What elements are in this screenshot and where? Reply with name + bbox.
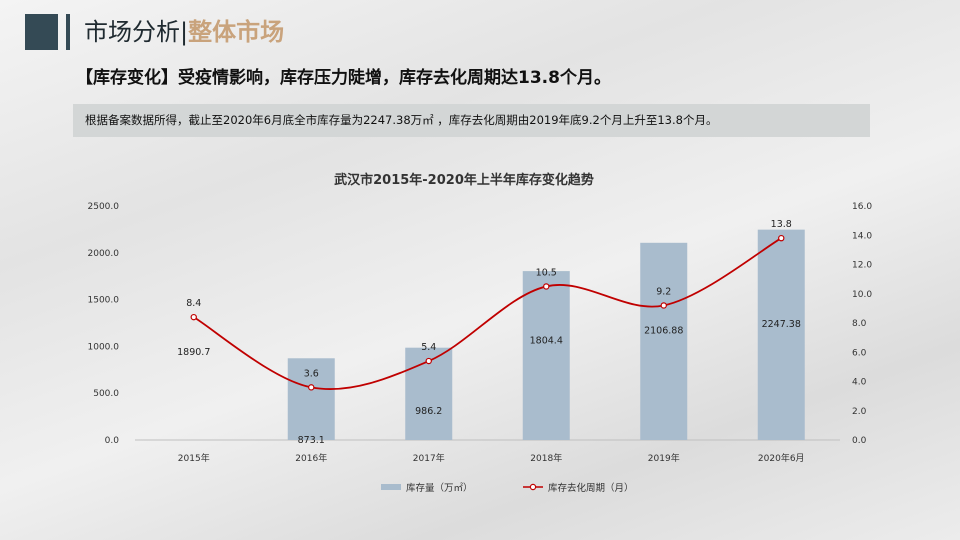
right-axis-ticks: 0.0 2.0 4.0 6.0 8.0 10.0 12.0 14.0 16.0: [852, 202, 872, 446]
legend-line-label: 库存去化周期（月）: [548, 482, 634, 494]
right-tick-label: 6.0: [852, 348, 867, 358]
left-tick-label: 1500.0: [88, 296, 120, 306]
bar-4: [640, 242, 688, 440]
legend-line-marker: [529, 483, 537, 491]
x-tick-label: 2016年: [295, 452, 327, 464]
legend-bar-swatch: [381, 484, 401, 490]
left-tick-label: 0.0: [105, 436, 120, 446]
line-value-label: 10.5: [536, 267, 557, 278]
right-tick-label: 0.0: [852, 436, 867, 446]
x-tick-label: 2017年: [413, 452, 445, 464]
line-series: [190, 234, 785, 391]
page-title: 市场分析|整体市场: [84, 14, 284, 50]
legend: 库存量（万㎡） 库存去化周期（月）: [381, 482, 634, 494]
right-tick-label: 4.0: [852, 378, 867, 388]
right-tick-label: 2.0: [852, 407, 867, 417]
line-value-label: 8.4: [186, 298, 201, 309]
header-accent-bar: [66, 14, 70, 50]
line-point: [425, 357, 432, 365]
right-tick-label: 8.0: [852, 319, 867, 329]
bar-value-label: 2106.88: [644, 325, 683, 336]
line-point: [190, 313, 197, 321]
line-value-label: 13.8: [771, 219, 792, 230]
bar-value-label: 2247.38: [762, 319, 801, 330]
right-tick-label: 10.0: [852, 290, 872, 300]
x-tick-label: 2018年: [530, 452, 562, 464]
legend-bar-label: 库存量（万㎡）: [406, 482, 473, 494]
left-tick-label: 500.0: [93, 389, 119, 399]
line-path: [193, 237, 782, 391]
bar-value-label: 986.2: [415, 406, 442, 417]
title-highlight: 整体市场: [188, 18, 285, 46]
bar-1: [287, 358, 335, 440]
left-tick-label: 1000.0: [88, 342, 120, 352]
bar-value-label: 1890.7: [177, 347, 210, 358]
bar-5: [757, 229, 805, 440]
header-accent-block: [25, 14, 58, 50]
right-tick-label: 16.0: [852, 202, 872, 212]
summary-note: 根据备案数据所得，截止至2020年6月底全市库存量为2247.38万㎡ ，库存去…: [73, 104, 870, 137]
x-tick-label: 2015年: [178, 452, 210, 464]
headline: 【库存变化】受疫情影响，库存压力陡增，库存去化周期达13.8个月。: [76, 68, 611, 88]
right-tick-label: 14.0: [852, 231, 872, 241]
line-point: [660, 302, 667, 309]
line-point: [543, 283, 550, 290]
line-value-label: 9.2: [656, 286, 671, 297]
line-data-labels: 8.4 3.6 5.4 10.5 9.2 13.8: [186, 219, 792, 379]
bar-value-label: 1804.4: [530, 336, 563, 347]
right-tick-label: 12.0: [852, 261, 872, 271]
bar-value-label: 873.1: [298, 435, 325, 446]
line-point: [778, 234, 785, 242]
title-separator: |: [180, 18, 189, 46]
left-tick-label: 2000.0: [88, 249, 120, 259]
x-axis-ticks: 2015年 2016年 2017年 2018年 2019年 2020年6月: [178, 452, 805, 464]
bar-series: [287, 229, 805, 440]
line-value-label: 3.6: [304, 368, 319, 379]
bar-data-labels: 1890.7 873.1 986.2 1804.4 2106.88 2247.38: [177, 319, 801, 446]
title-main: 市场分析: [84, 18, 180, 46]
left-axis-ticks: 0.0 500.0 1000.0 1500.0 2000.0 2500.0: [88, 202, 120, 446]
bar-3: [522, 271, 570, 440]
left-tick-label: 2500.0: [88, 202, 120, 212]
chart-title: 武汉市2015年-2020年上半年库存变化趋势: [334, 172, 594, 188]
x-tick-label: 2019年: [648, 452, 680, 464]
x-tick-label: 2020年6月: [758, 452, 805, 464]
line-value-label: 5.4: [421, 342, 436, 353]
line-point: [308, 384, 315, 391]
